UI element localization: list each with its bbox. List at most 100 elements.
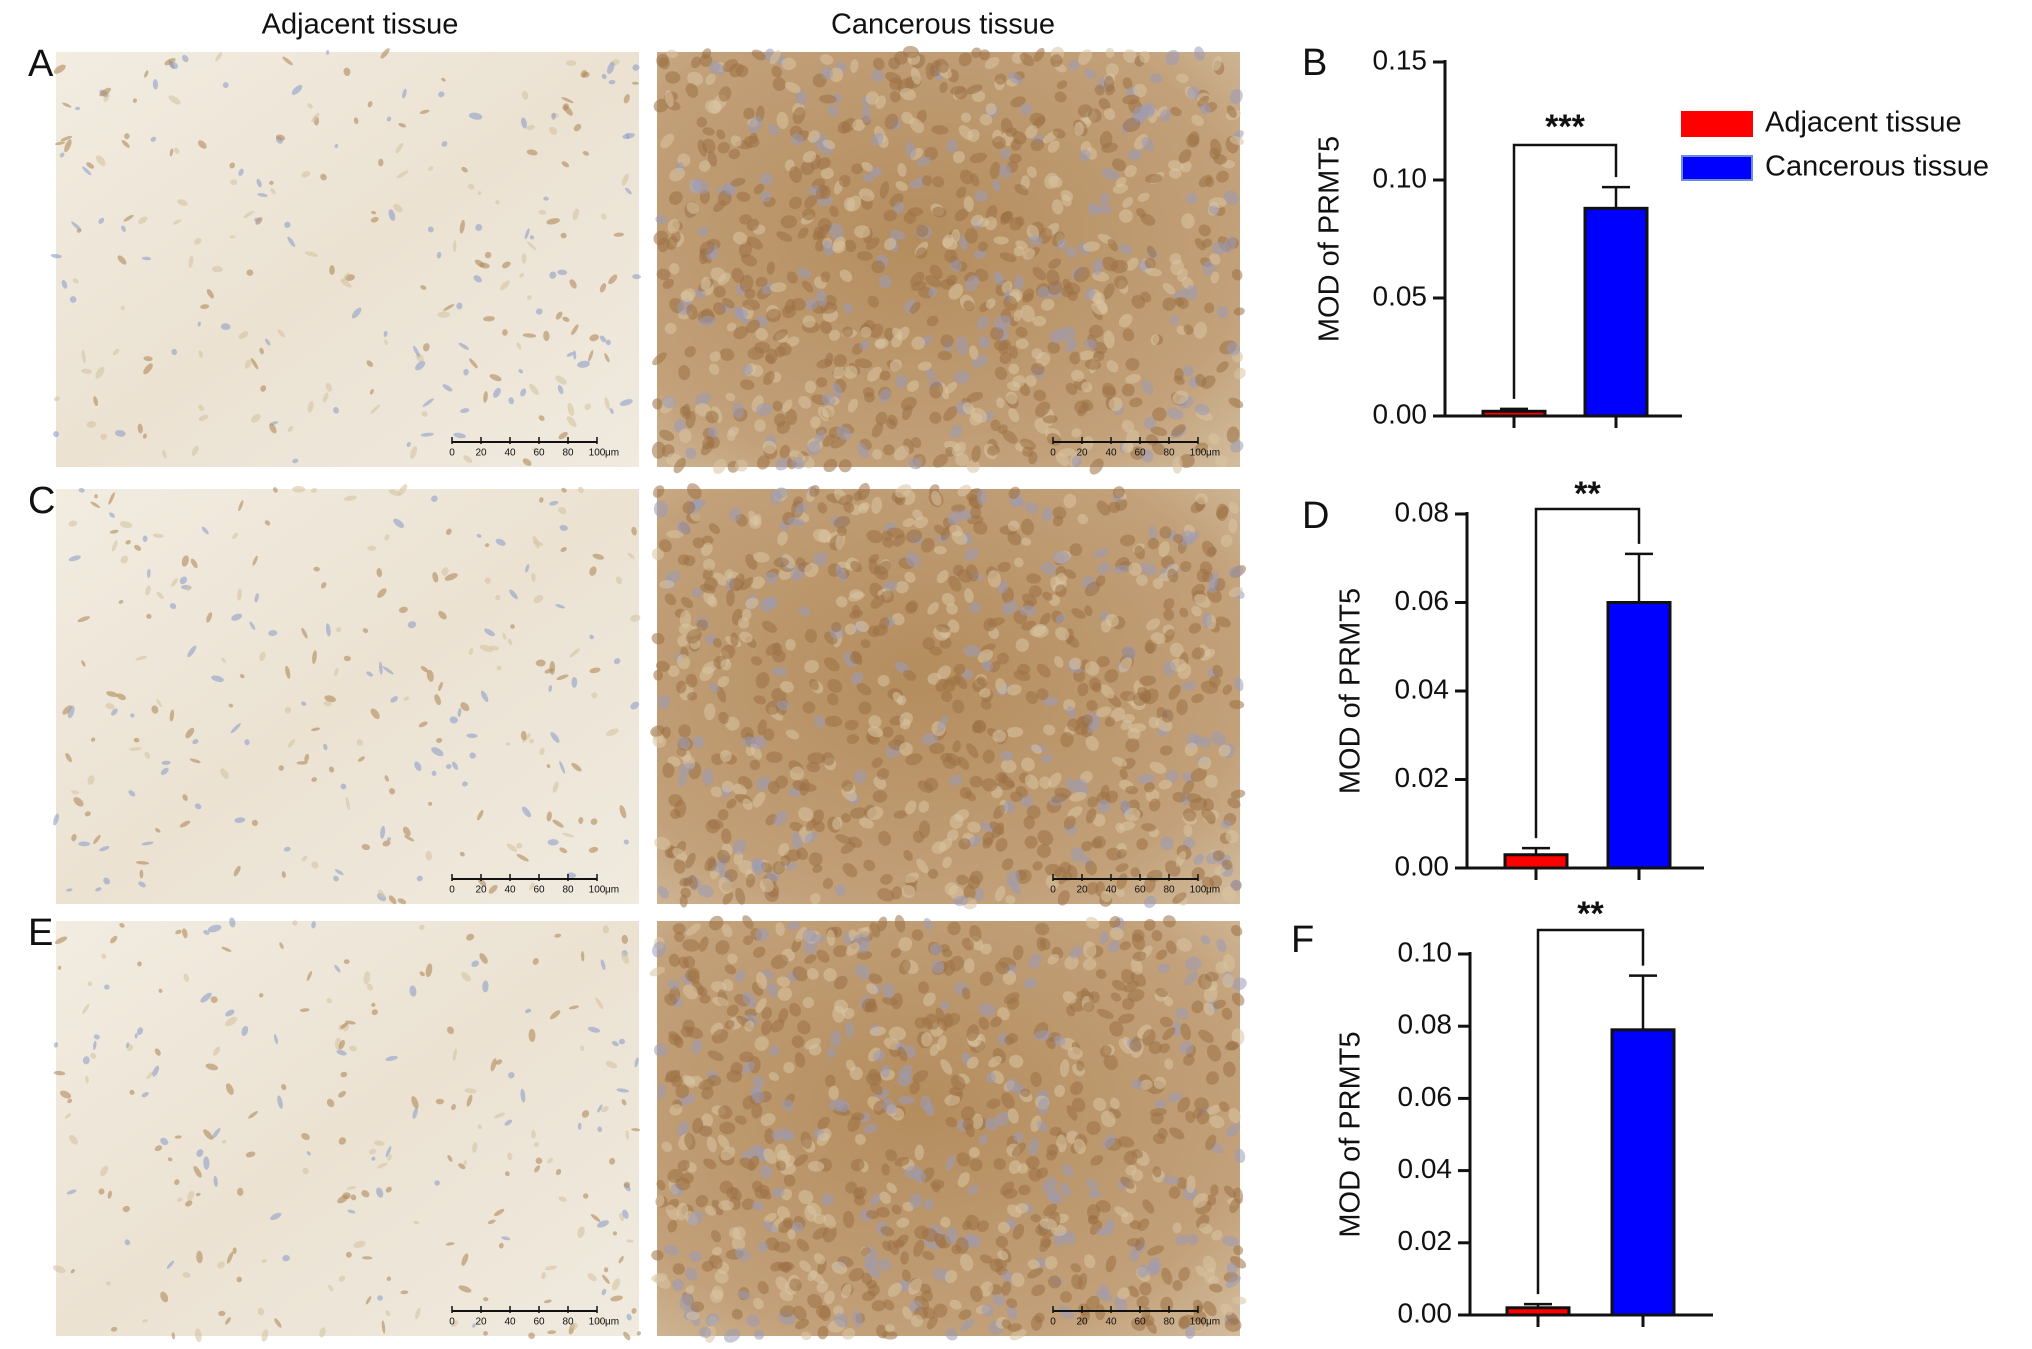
cell <box>878 388 892 403</box>
cell <box>619 399 633 406</box>
cell <box>152 533 164 539</box>
cell <box>146 613 152 619</box>
cell <box>466 733 478 738</box>
cell <box>622 132 635 139</box>
cell <box>696 116 708 128</box>
cell <box>493 387 501 398</box>
cell <box>125 540 131 545</box>
cell <box>390 696 399 703</box>
cell <box>476 533 482 538</box>
cell <box>1148 525 1158 541</box>
cell <box>757 455 770 470</box>
cell <box>629 614 641 622</box>
cell <box>323 701 332 707</box>
cell <box>211 675 224 682</box>
cell <box>862 105 871 124</box>
cell <box>468 112 483 120</box>
cell <box>822 434 835 447</box>
cell <box>388 895 397 905</box>
cell <box>502 632 507 640</box>
cell <box>343 67 351 76</box>
cell <box>623 94 630 104</box>
cell <box>367 101 373 108</box>
cell <box>191 445 199 456</box>
cell <box>1226 105 1237 118</box>
cell <box>765 308 782 323</box>
cell <box>802 150 817 163</box>
cell <box>1145 267 1162 277</box>
cell <box>935 58 949 73</box>
cell <box>192 739 199 745</box>
cell <box>1141 137 1155 152</box>
cell <box>334 143 339 149</box>
cell <box>378 158 384 167</box>
cell <box>1008 407 1020 423</box>
cell <box>78 841 91 847</box>
cell <box>500 280 510 291</box>
cell <box>155 828 161 833</box>
tissue-background <box>56 921 639 1336</box>
cell <box>1191 867 1205 881</box>
cell <box>250 357 259 370</box>
cell <box>940 334 954 348</box>
cell <box>80 368 93 374</box>
scale-label: 0 <box>1050 448 1056 459</box>
cell <box>823 458 838 473</box>
cell <box>685 410 696 429</box>
cell <box>387 837 391 842</box>
cell <box>1125 257 1139 271</box>
cell <box>728 148 741 160</box>
cell <box>1108 397 1123 412</box>
cell <box>414 761 422 772</box>
scale-label: 100 <box>589 1317 606 1328</box>
cell <box>211 266 223 273</box>
cell <box>772 329 788 341</box>
cell <box>324 695 336 703</box>
cell <box>479 644 493 653</box>
cell <box>897 163 907 177</box>
cell <box>522 333 537 338</box>
cell <box>484 251 492 259</box>
scale-label: 20 <box>475 885 487 896</box>
cell <box>1101 167 1120 181</box>
cell <box>156 591 164 600</box>
cell <box>1112 183 1129 194</box>
cell <box>944 882 958 896</box>
cell <box>710 786 723 798</box>
cell <box>431 747 444 757</box>
panel-label: A <box>28 43 54 85</box>
cell <box>367 545 377 551</box>
y-tick-label: 0.08 <box>1398 1009 1453 1040</box>
scale-label: 100 <box>589 885 606 896</box>
scale-label: 0 <box>449 1317 455 1328</box>
cell <box>713 458 727 474</box>
cell <box>1187 86 1201 100</box>
cell <box>1194 403 1210 416</box>
cell <box>1062 278 1072 289</box>
scale-label: 0 <box>1050 1317 1056 1328</box>
scale-label: 80 <box>562 1317 574 1328</box>
cell <box>251 819 258 827</box>
cell <box>98 217 105 224</box>
cell <box>1020 103 1033 116</box>
cell <box>966 84 983 95</box>
cell <box>328 766 335 773</box>
cell <box>1234 367 1246 380</box>
cell <box>109 512 115 518</box>
cell <box>546 218 560 225</box>
cell <box>949 425 963 438</box>
cell <box>81 660 86 667</box>
scale-label: 80 <box>1163 885 1175 896</box>
cell <box>817 406 829 422</box>
cell <box>819 320 832 334</box>
cell <box>753 183 765 195</box>
cell <box>1228 397 1244 409</box>
cell <box>755 327 768 341</box>
cell <box>94 494 98 499</box>
cell <box>109 529 119 534</box>
cell <box>565 60 577 67</box>
cell <box>1144 257 1156 269</box>
cell <box>527 241 537 251</box>
cell <box>739 379 755 391</box>
cell <box>673 858 686 874</box>
